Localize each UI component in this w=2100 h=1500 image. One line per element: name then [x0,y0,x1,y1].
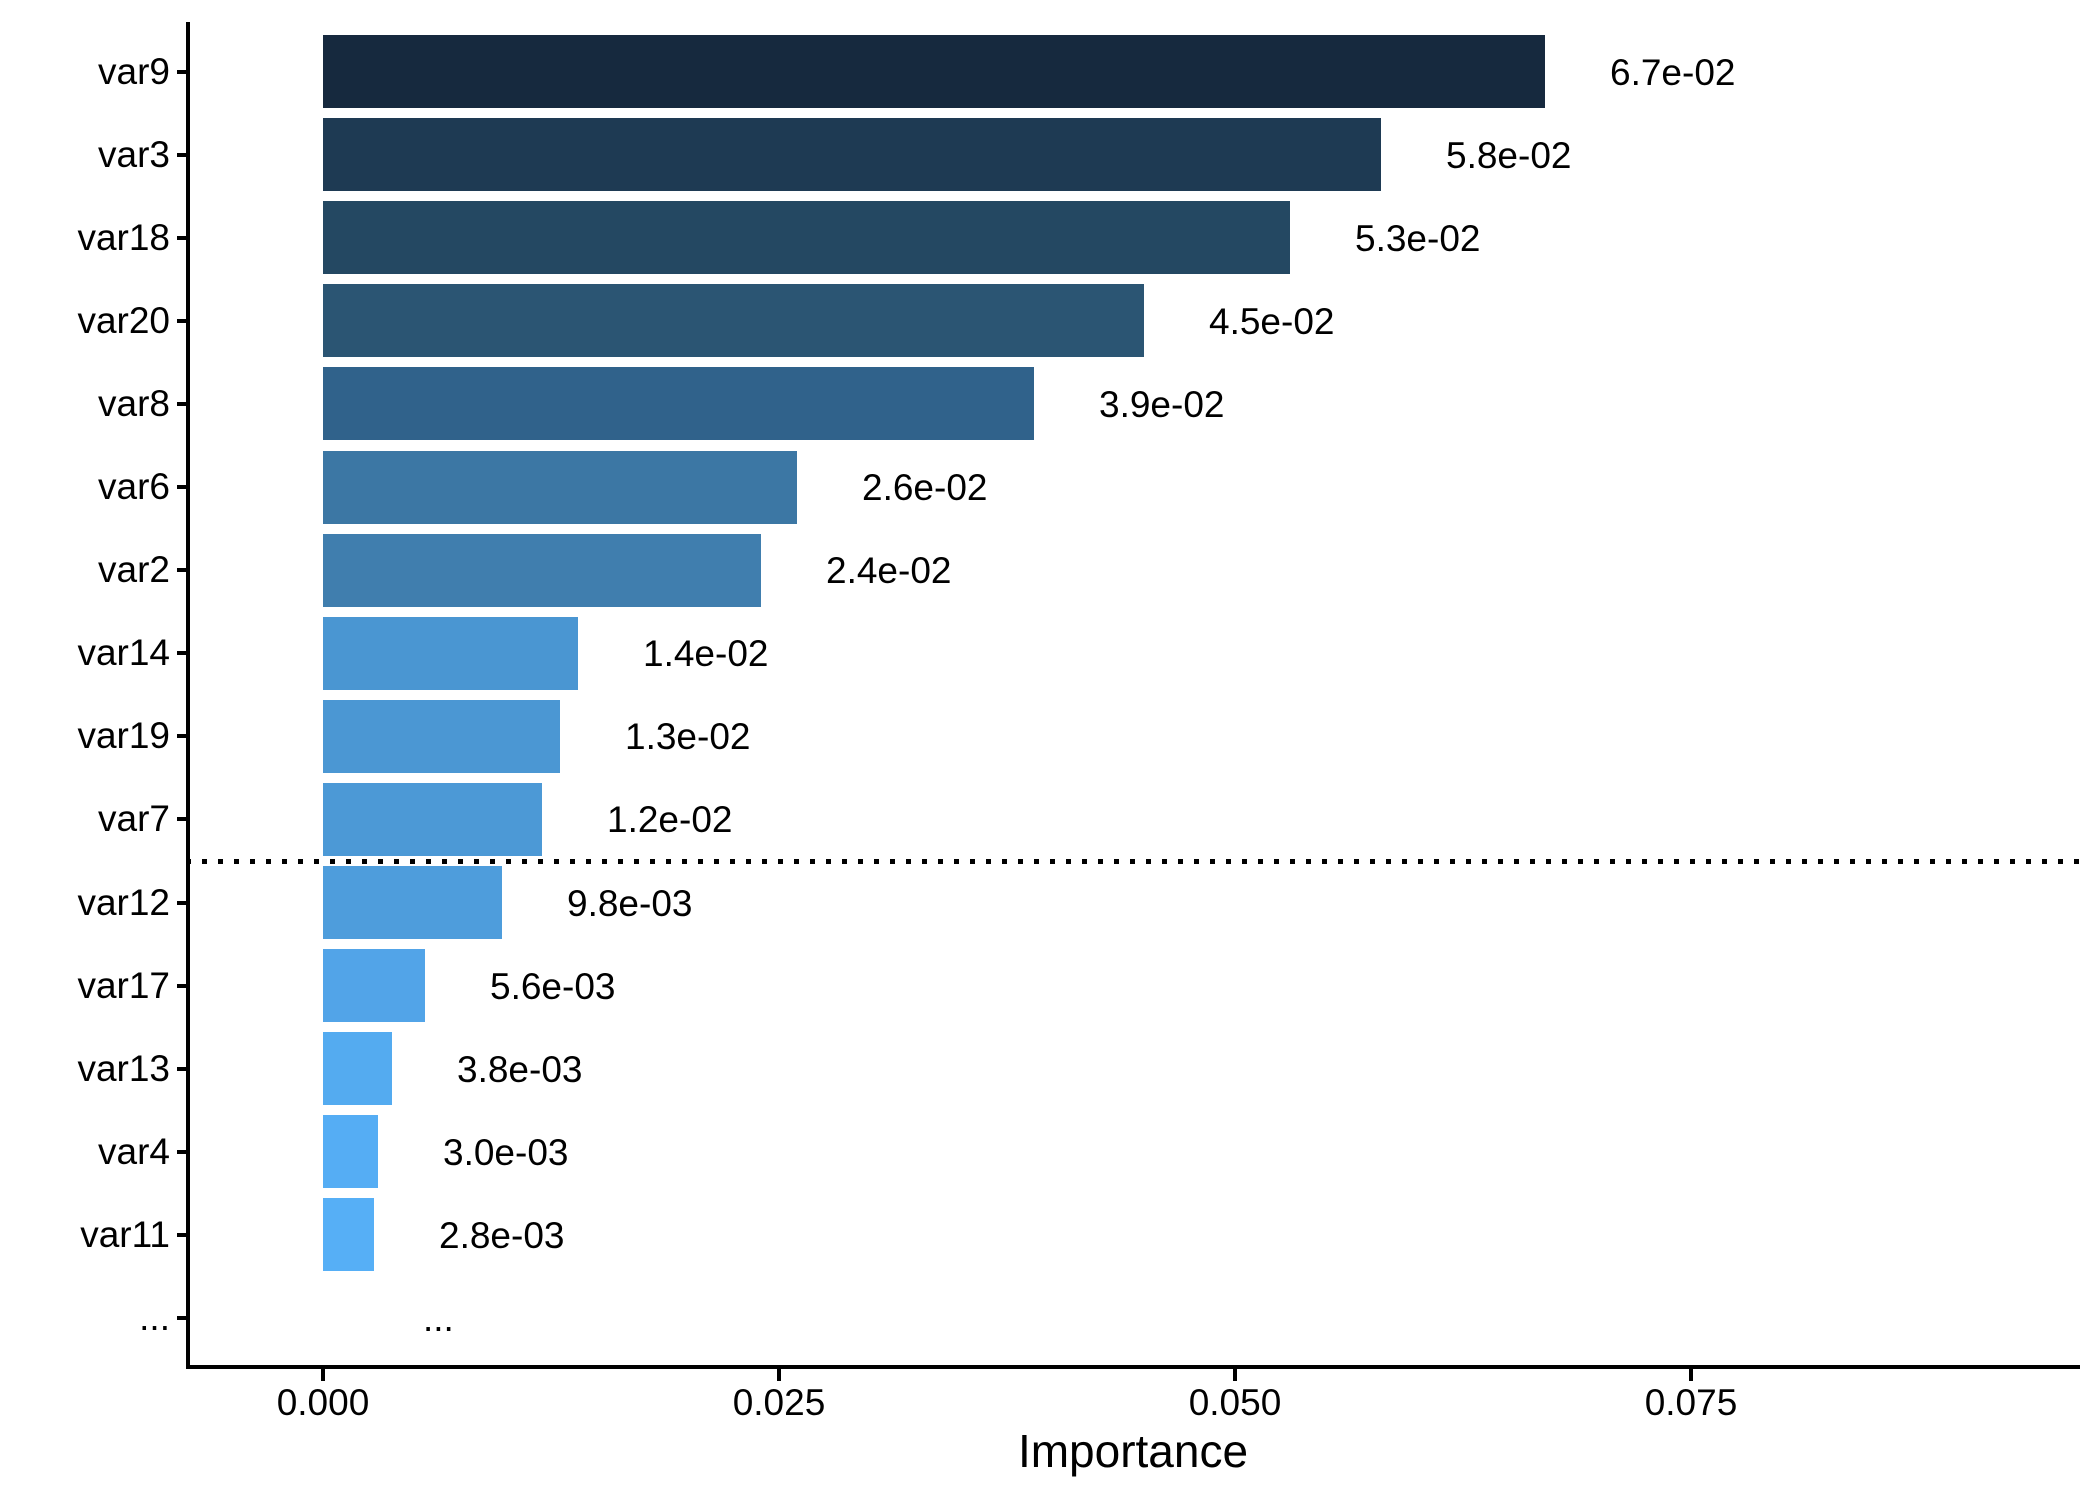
x-axis-tick [1689,1369,1693,1381]
bar-var7 [323,783,542,856]
bar-var4 [323,1115,378,1188]
bar-var11 [323,1198,374,1271]
bar-var9 [323,35,1545,108]
bar-value-label: 5.8e-02 [1446,135,1572,176]
y-axis-category-label: var11 [80,1214,170,1255]
y-axis-category-label: var13 [77,1048,170,1089]
y-axis-tick [177,651,186,655]
x-axis-tick-label: 0.075 [1644,1382,1738,1423]
bar-value-label: ... [423,1298,454,1339]
x-axis-tick [1233,1369,1237,1381]
bar-value-label: 1.4e-02 [643,633,769,674]
x-axis-tick-label: 0.000 [276,1382,370,1423]
y-axis-tick [177,1233,186,1237]
y-axis-tick [177,734,186,738]
bar-value-label: 9.8e-03 [567,883,693,924]
x-axis-tick [777,1369,781,1381]
bar-value-label: 3.9e-02 [1099,384,1225,425]
y-axis-category-label: var8 [98,383,170,424]
x-axis-title: Importance [1017,1425,1249,1477]
y-axis-category-label: var19 [77,715,170,756]
y-axis-category-label: var7 [98,798,170,839]
y-axis-category-label: var12 [77,882,170,923]
y-axis-tick [177,984,186,988]
y-axis-category-label: var6 [98,466,170,507]
bar-var3 [323,118,1381,191]
x-axis-tick-label: 0.025 [732,1382,826,1423]
bar-value-label: 6.7e-02 [1610,52,1736,93]
y-axis-category-label: var18 [77,217,170,258]
y-axis-line [186,22,190,1369]
y-axis-tick [177,817,186,821]
y-axis-tick [177,485,186,489]
y-axis-category-label: var9 [98,51,170,92]
y-axis-category-label: var14 [77,632,170,673]
y-axis-tick [177,319,186,323]
bar-value-label: 2.6e-02 [862,467,988,508]
bar-value-label: 1.2e-02 [607,799,733,840]
y-axis-tick [177,236,186,240]
y-axis-tick [177,1316,186,1320]
bar-var19 [323,700,560,773]
bar-value-label: 1.3e-02 [625,716,751,757]
bar-var12 [323,866,502,939]
bar-value-label: 3.8e-03 [457,1049,583,1090]
bar-value-label: 4.5e-02 [1209,301,1335,342]
x-axis-tick-label: 0.050 [1188,1382,1282,1423]
x-axis-tick [321,1369,325,1381]
y-axis-tick [177,153,186,157]
bar-value-label: 5.3e-02 [1355,218,1481,259]
y-axis-category-label: var3 [98,134,170,175]
bar-value-label: 3.0e-03 [443,1132,569,1173]
y-axis-category-label: var4 [98,1131,170,1172]
y-axis-tick [177,1067,186,1071]
y-axis-tick [177,1150,186,1154]
bar-value-label: 2.4e-02 [826,550,952,591]
bar-var6 [323,451,797,524]
y-axis-category-label: ... [139,1297,170,1338]
y-axis-category-label: var20 [77,300,170,341]
bar-var8 [323,367,1034,440]
bar-var20 [323,284,1144,357]
bar-value-label: 2.8e-03 [439,1215,565,1256]
bar-var13 [323,1032,392,1105]
bar-var17 [323,949,425,1022]
x-axis-line [186,1365,2080,1369]
y-axis-tick [177,568,186,572]
bar-var14 [323,617,578,690]
y-axis-tick [177,901,186,905]
bar-var18 [323,201,1290,274]
cutoff-dotted-line [186,859,2080,864]
y-axis-category-label: var17 [77,965,170,1006]
y-axis-tick [177,402,186,406]
y-axis-category-label: var2 [98,549,170,590]
y-axis-tick [177,70,186,74]
bar-value-label: 5.6e-03 [490,966,616,1007]
bar-var2 [323,534,761,607]
